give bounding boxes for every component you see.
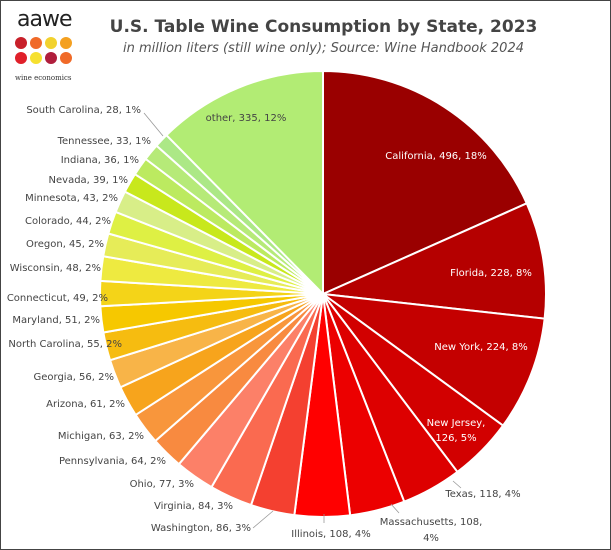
- data-label: New Jersey,: [427, 418, 486, 429]
- data-label: Oregon, 45, 2%: [26, 239, 104, 250]
- data-label: Arizona, 61, 2%: [46, 399, 125, 410]
- leader-line: [252, 510, 274, 529]
- logo-dot: [15, 52, 27, 64]
- data-label: Nevada, 39, 1%: [49, 175, 128, 186]
- data-label: Wisconsin, 48, 2%: [10, 263, 101, 274]
- pie-slice-california: [322, 69, 529, 296]
- chart-title: U.S. Table Wine Consumption by State, 20…: [109, 17, 538, 37]
- data-label: California, 496, 18%: [385, 151, 487, 162]
- logo-dot: [60, 52, 72, 64]
- data-label: Michigan, 63, 2%: [58, 431, 144, 442]
- data-label: Ohio, 77, 3%: [130, 479, 194, 490]
- logo-word: aawe: [17, 7, 72, 32]
- pie-slice-new-york: [319, 292, 546, 427]
- data-label: Pennsylvania, 64, 2%: [59, 456, 166, 467]
- leader-line: [143, 112, 164, 137]
- data-label: Washington, 86, 3%: [151, 523, 251, 534]
- data-label: New York, 224, 8%: [434, 342, 527, 353]
- data-label: 126, 5%: [435, 433, 476, 444]
- data-label: Texas, 118, 4%: [444, 489, 520, 500]
- logo-dot: [30, 52, 42, 64]
- data-label: 4%: [423, 533, 439, 544]
- data-label: North Carolina, 55, 2%: [8, 339, 122, 350]
- logo-dot: [60, 37, 72, 49]
- aawe-logo: aawe wine economics: [15, 7, 85, 82]
- data-label: Colorado, 44, 2%: [25, 216, 111, 227]
- leader-line: [390, 503, 400, 514]
- data-label: Indiana, 36, 1%: [61, 155, 139, 166]
- data-label: Illinois, 108, 4%: [291, 529, 370, 540]
- logo-dot: [30, 37, 42, 49]
- pie-slice-florida: [319, 202, 547, 320]
- data-label: Virginia, 84, 3%: [154, 501, 233, 512]
- pie-slice-other: [165, 69, 324, 297]
- data-label: Tennessee, 33, 1%: [57, 136, 151, 147]
- logo-dot: [45, 37, 57, 49]
- logo-tagline: wine economics: [15, 74, 72, 82]
- logo-dot: [45, 52, 57, 64]
- data-label: Maryland, 51, 2%: [12, 315, 100, 326]
- chart-subtitle: in million liters (still wine only); Sou…: [122, 41, 524, 56]
- data-label: Massachusetts, 108,: [380, 517, 483, 528]
- data-label: Florida, 228, 8%: [450, 268, 532, 279]
- leader-line: [452, 480, 462, 489]
- data-label: other, 335, 12%: [206, 113, 287, 124]
- data-label: Connecticut, 49, 2%: [7, 293, 108, 304]
- data-label: Georgia, 56, 2%: [33, 372, 114, 383]
- data-label: Minnesota, 43, 2%: [25, 193, 118, 204]
- logo-dot: [15, 37, 27, 49]
- data-label: South Carolina, 28, 1%: [26, 105, 141, 116]
